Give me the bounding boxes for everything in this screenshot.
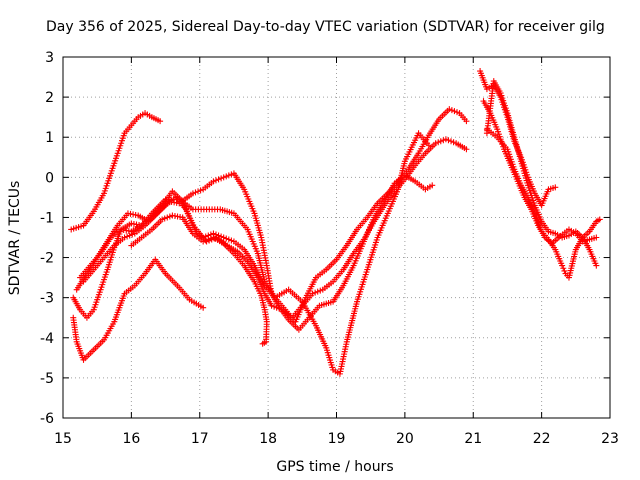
data-sample-marker — [317, 287, 324, 294]
y-tick-label: -3 — [40, 291, 54, 307]
x-tick-label: 23 — [601, 431, 619, 447]
axis-ticks — [62, 56, 611, 419]
data-sample-marker — [312, 289, 319, 296]
data-sample-marker — [225, 236, 232, 243]
data-sample-marker — [448, 138, 455, 145]
data-sample-marker — [440, 137, 447, 144]
y-tick-label: -5 — [40, 371, 54, 387]
data-sample-marker — [192, 189, 199, 196]
y-tick-label: -2 — [40, 251, 54, 267]
y-axis-label: SDTVAR / TECUs — [7, 181, 23, 296]
data-series-arc-7 — [128, 212, 270, 347]
data-sample-marker — [454, 109, 461, 116]
x-tick-label: 21 — [464, 431, 482, 447]
data-point — [200, 238, 207, 245]
data-sample-marker — [451, 108, 458, 115]
chart-title: Day 356 of 2025, Sidereal Day-to-day VTE… — [46, 19, 605, 35]
data-sample-marker — [276, 305, 283, 312]
y-tick-label: -1 — [40, 210, 54, 226]
y-tick-label: -6 — [40, 411, 54, 427]
data-sample-marker — [271, 303, 278, 310]
data-sample-marker — [215, 176, 222, 183]
data-point — [220, 234, 227, 241]
data-sample-marker — [218, 175, 225, 182]
data-sample-marker — [228, 171, 235, 178]
data-sample-marker — [223, 173, 230, 180]
data-point — [309, 290, 316, 297]
data-sample-marker — [437, 138, 444, 145]
x-tick-label: 18 — [259, 431, 277, 447]
data-point — [159, 216, 166, 223]
data-sample-marker — [166, 213, 173, 220]
data-point — [463, 146, 470, 153]
data-point — [593, 262, 600, 269]
data-sample-marker — [124, 233, 131, 240]
data-point — [259, 340, 266, 347]
x-tick-label: 22 — [533, 431, 551, 447]
data-point — [552, 184, 559, 191]
data-sample-marker — [197, 187, 204, 194]
x-tick-label: 19 — [328, 431, 346, 447]
y-tick-label: -4 — [40, 331, 54, 347]
data-sample-marker — [223, 235, 230, 242]
data-sample-marker — [561, 267, 568, 274]
data-sample-marker — [164, 214, 171, 221]
data-point — [596, 216, 603, 223]
data-sample-marker — [195, 188, 202, 195]
data-point — [157, 118, 164, 125]
y-tick-label: 3 — [45, 50, 54, 66]
data-point — [220, 174, 227, 181]
data-point — [432, 140, 439, 147]
x-tick-label: 15 — [54, 431, 72, 447]
data-sample-marker — [450, 139, 457, 146]
data-sample-marker — [126, 232, 133, 239]
data-point — [559, 262, 566, 269]
data-point — [442, 136, 449, 143]
data-point — [463, 118, 470, 125]
data-sample-marker — [445, 137, 452, 144]
y-tick-label: 2 — [45, 90, 54, 106]
data-sample-marker — [129, 231, 136, 238]
y-tick-label: 0 — [45, 170, 54, 186]
data-sample-marker — [161, 215, 168, 222]
data-point — [200, 304, 207, 311]
x-tick-label: 20 — [396, 431, 414, 447]
data-point — [210, 178, 217, 185]
x-tick-label: 17 — [191, 431, 209, 447]
grid-lines — [63, 57, 610, 418]
data-series-arc-10 — [483, 78, 600, 269]
data-sample-marker — [202, 237, 209, 244]
data-point — [268, 302, 275, 309]
data-sample-marker — [435, 139, 442, 146]
data-series-arc-11 — [483, 126, 603, 281]
data-point — [446, 106, 453, 113]
data-sample-marker — [228, 237, 235, 244]
data-sample-marker — [273, 304, 280, 311]
data-series-arc-1 — [68, 110, 164, 233]
data-point — [429, 182, 436, 189]
data-sample-marker — [314, 288, 321, 295]
data-sample-marker — [560, 265, 567, 272]
y-tick-label: 1 — [45, 130, 54, 146]
series-group — [68, 68, 603, 377]
data-sample-marker — [205, 236, 212, 243]
data-point — [593, 234, 600, 241]
data-point — [189, 190, 196, 197]
data-sample-marker — [448, 107, 455, 114]
data-series-arc-2 — [70, 256, 207, 363]
data-point — [121, 234, 128, 241]
data-sample-marker — [225, 172, 232, 179]
x-tick-label: 16 — [122, 431, 140, 447]
data-sample-marker — [212, 177, 219, 184]
x-axis-label: GPS time / hours — [276, 459, 393, 475]
